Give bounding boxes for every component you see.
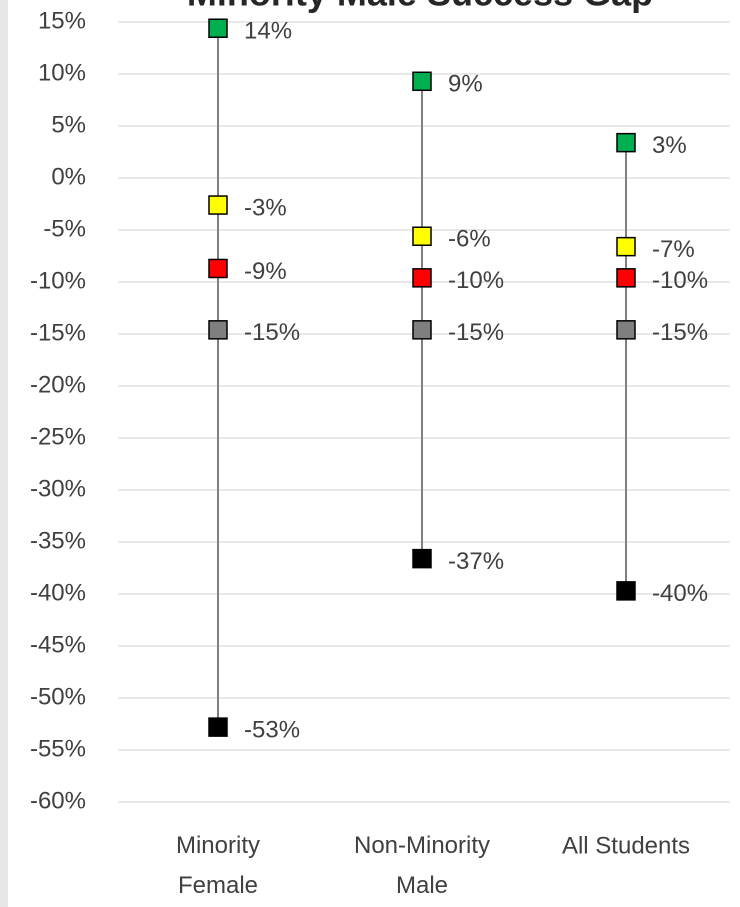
y-tick-label: -40% <box>30 579 86 606</box>
x-tick-label: Non-Minority Male <box>354 832 490 899</box>
marker <box>208 258 228 279</box>
data-label: -15% <box>448 319 504 346</box>
marker <box>412 320 432 340</box>
marker <box>208 195 228 215</box>
marker <box>616 236 636 257</box>
x-tick-label: All Students <box>562 832 690 859</box>
data-label: 14% <box>244 18 292 45</box>
y-tick-label: -20% <box>30 371 86 398</box>
data-label: -3% <box>244 194 287 221</box>
data-label: -10% <box>652 267 708 294</box>
marker <box>412 226 432 246</box>
y-tick-label: -15% <box>30 319 86 346</box>
y-tick-label: -10% <box>30 267 86 294</box>
data-label: -10% <box>448 267 504 294</box>
marker <box>412 548 432 569</box>
data-label: -15% <box>652 319 708 346</box>
chart-title: Minority Male Success Gap <box>187 0 653 14</box>
y-tick-label: 0% <box>51 163 86 190</box>
marker <box>616 268 636 288</box>
marker <box>412 71 432 92</box>
data-label: -9% <box>244 258 287 285</box>
data-label: -40% <box>652 580 708 607</box>
data-label: -37% <box>448 548 504 575</box>
marker <box>208 717 228 737</box>
marker <box>616 320 636 340</box>
y-tick-label: -50% <box>30 683 86 710</box>
y-tick-label: -35% <box>30 527 86 554</box>
data-label: 3% <box>652 132 687 159</box>
marker <box>208 18 228 38</box>
y-tick-label: 15% <box>38 7 86 34</box>
y-tick-label: -45% <box>30 631 86 658</box>
marker <box>616 132 636 153</box>
x-tick-label: Minority Female <box>176 832 260 899</box>
y-tick-label: 10% <box>38 59 86 86</box>
y-tick-label: -5% <box>43 215 86 242</box>
data-label: 9% <box>448 71 483 98</box>
data-label: -7% <box>652 236 695 263</box>
data-label: -6% <box>448 226 491 253</box>
y-tick-label: -25% <box>30 423 86 450</box>
marker <box>616 581 636 601</box>
marker <box>208 320 228 340</box>
y-tick-label: -55% <box>30 735 86 762</box>
data-label: -53% <box>244 716 300 743</box>
data-label: -15% <box>244 319 300 346</box>
y-tick-label: -60% <box>30 787 86 814</box>
y-tick-label: 5% <box>51 111 86 138</box>
y-tick-label: -30% <box>30 475 86 502</box>
frame-edge <box>0 0 8 907</box>
marker <box>412 268 432 288</box>
